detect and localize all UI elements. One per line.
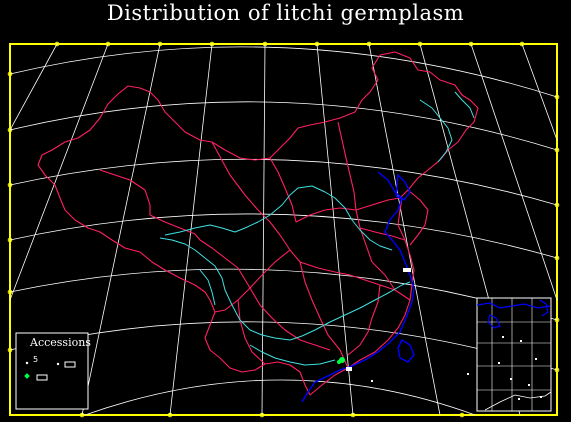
provincial-borders	[37, 51, 479, 396]
graticule-meridians	[9, 43, 558, 416]
accession-points	[337, 357, 345, 364]
legend-box	[15, 332, 89, 410]
legend-swatch	[64, 361, 76, 368]
legend-dot	[25, 361, 29, 365]
legend-dot	[56, 362, 60, 366]
legend	[15, 332, 89, 410]
rivers	[159, 91, 475, 366]
south-china-sea-inset	[476, 297, 552, 412]
map-title: Distribution of litchi germplasm	[106, 1, 465, 25]
accession-point	[337, 360, 341, 364]
legend-swatch	[36, 374, 48, 381]
legend-count: 5	[33, 355, 39, 364]
coastline	[301, 171, 415, 403]
legend-marker	[24, 373, 30, 379]
map-frame	[9, 43, 558, 416]
islands	[346, 268, 469, 382]
legend-title: Accessions	[30, 336, 91, 349]
